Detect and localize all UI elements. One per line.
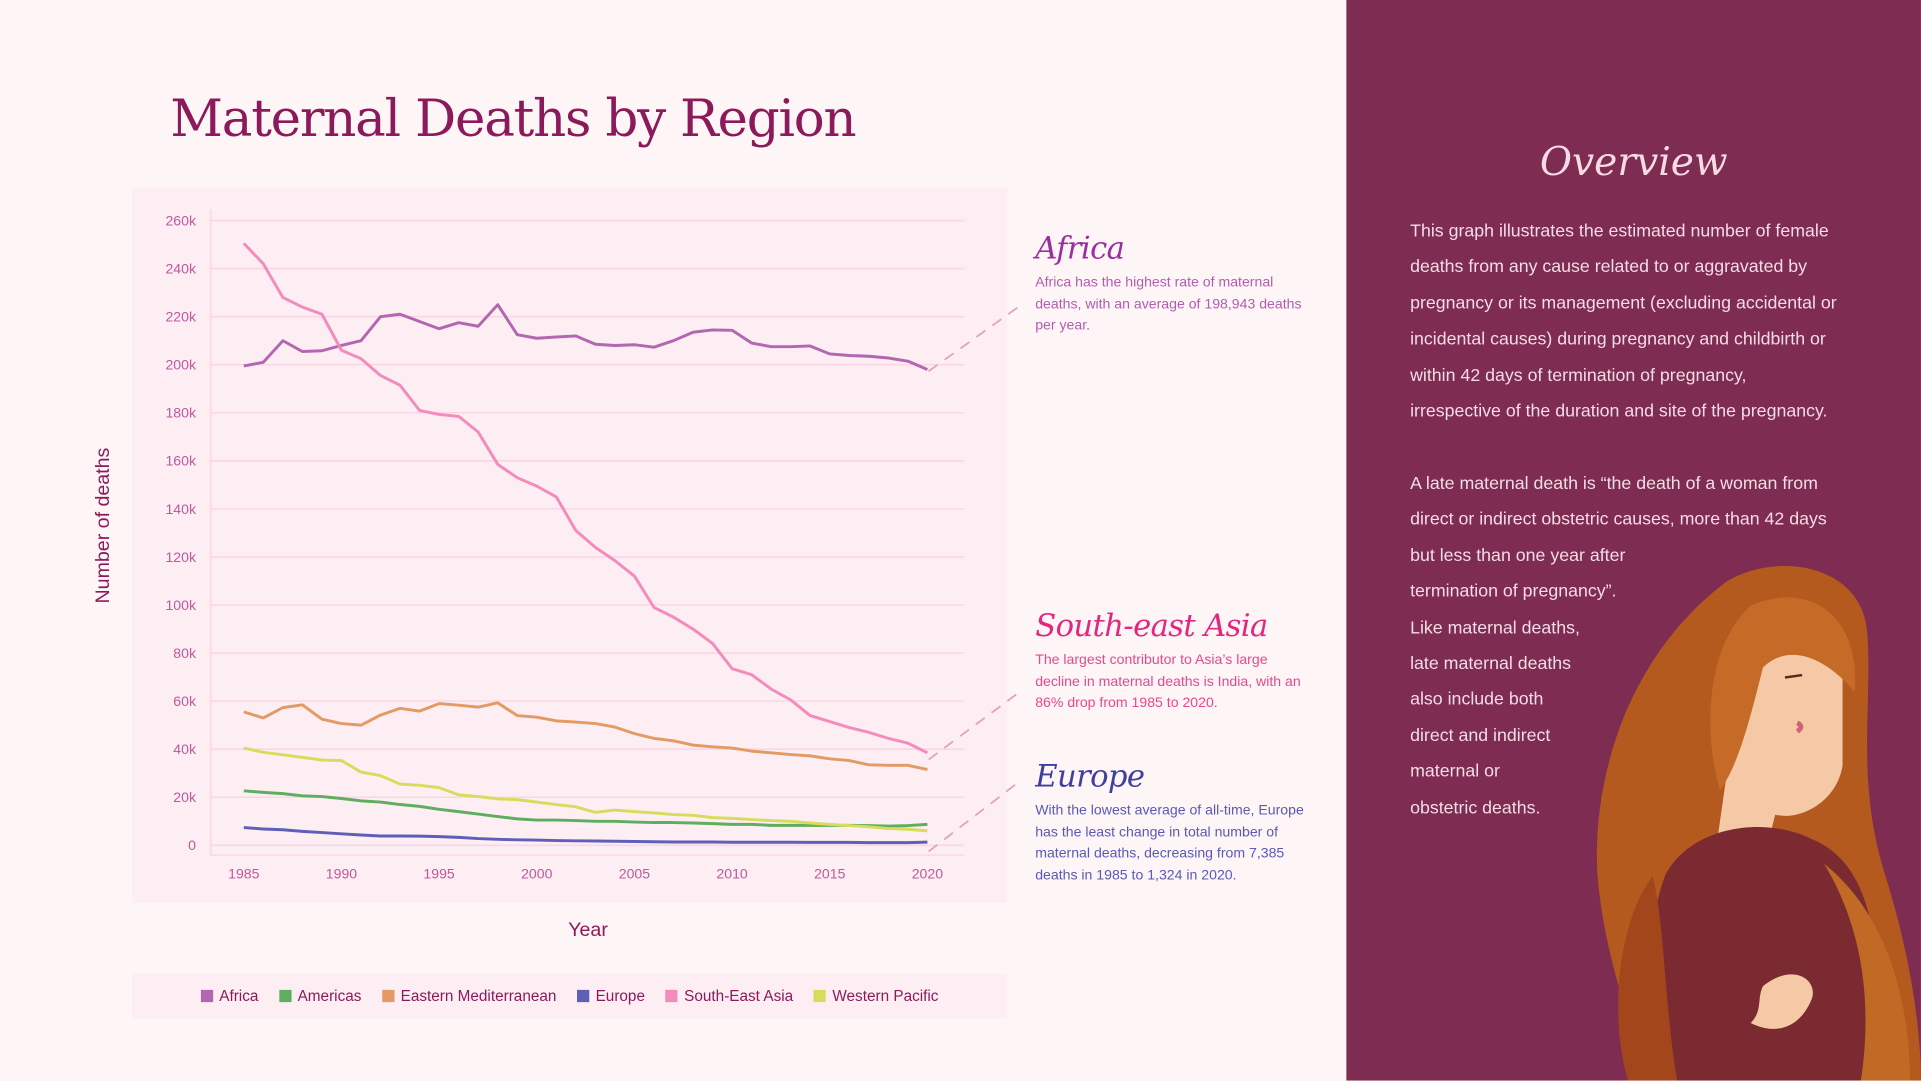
y-tick-label: 160k	[165, 453, 196, 469]
y-tick-label: 100k	[165, 597, 196, 613]
chart-legend: Africa Americas Eastern Mediterranean Europ…	[132, 973, 1008, 1019]
legend-item: Africa	[200, 987, 259, 1005]
pregnant-woman-illustration	[1596, 566, 1921, 1081]
series-line-western-pacific	[243, 746, 928, 833]
overview-heading: Overview	[1539, 138, 1728, 185]
overview-line: This graph illustrates the estimated num…	[1410, 221, 1829, 242]
overview-line: obstetric deaths.	[1410, 798, 1541, 818]
annotation-heading: South-east Asia	[1035, 607, 1268, 644]
y-tick-label: 260k	[165, 212, 196, 228]
legend-item: Americas	[279, 987, 362, 1005]
legend-swatch	[813, 989, 827, 1003]
legend-swatch	[200, 989, 214, 1003]
y-tick-label: 20k	[173, 789, 197, 805]
legend-label: Western Pacific	[832, 987, 939, 1005]
legend-swatch	[665, 989, 679, 1003]
overview-line: but less than one year after	[1410, 546, 1626, 566]
legend-item: Europe	[577, 987, 645, 1005]
annotation-text: Africa has the highest rate of maternal …	[1035, 275, 1302, 334]
europe-connector	[928, 780, 1020, 853]
overview-line: incidental causes) during pregnancy and …	[1410, 329, 1826, 350]
annotation-heading: Europe	[1035, 758, 1145, 794]
overview-paragraph-2: A late maternal death is “the death of a…	[1410, 467, 1827, 827]
annotation-text: With the lowest average of all-time, Eur…	[1035, 803, 1304, 883]
overview-line: maternal or	[1410, 762, 1500, 782]
page-title: Maternal Deaths by Region	[170, 88, 856, 149]
legend-label: Africa	[219, 987, 259, 1005]
annotation-heading: Africa	[1035, 230, 1125, 266]
y-tick-label: 60k	[173, 693, 197, 709]
annotation-africa: Africa Africa has the highest rate of ma…	[1035, 230, 1305, 337]
annotation-south-east-asia: South-east Asia The largest contributor …	[1035, 608, 1305, 715]
legend-item: Eastern Mediterranean	[382, 987, 557, 1005]
annotation-text: The largest contributor to Asia’s large …	[1035, 652, 1301, 711]
x-tick-label: 1995	[423, 865, 454, 881]
overview-line: pregnancy or its management (excluding a…	[1410, 293, 1837, 314]
x-tick-label: 2015	[814, 865, 845, 881]
y-tick-label: 0	[188, 837, 196, 853]
series-line-africa	[243, 303, 928, 371]
series-line-south-east-asia	[242, 242, 929, 755]
overview-line: Like maternal deaths,	[1410, 618, 1580, 638]
legend-label: Europe	[595, 987, 645, 1005]
x-tick-label: 2005	[619, 865, 650, 881]
series-line-americas	[243, 789, 928, 828]
y-axis-label: Number of deaths	[93, 447, 114, 604]
legend-item: Western Pacific	[813, 987, 939, 1005]
overview-line: also include both	[1410, 690, 1544, 710]
legend-label: Eastern Mediterranean	[400, 987, 557, 1005]
legend-swatch	[382, 989, 395, 1003]
overview-panel: Overview This graph illustrates the esti…	[1346, 0, 1921, 1081]
series-line-europe	[243, 826, 928, 845]
series-line-eastern-mediterranean	[243, 701, 928, 772]
overview-line: termination of pregnancy”.	[1410, 582, 1617, 602]
x-tick-label: 2020	[912, 865, 943, 881]
legend-item: South-East Asia	[665, 987, 794, 1005]
x-tick-label: 1990	[326, 865, 357, 881]
legend-swatch	[279, 989, 292, 1003]
y-tick-label: 220k	[165, 309, 196, 325]
overview-paragraph-1: This graph illustrates the estimated num…	[1410, 214, 1837, 430]
y-tick-label: 180k	[165, 405, 196, 421]
x-tick-label: 1985	[228, 865, 259, 881]
overview-line: direct and indirect	[1410, 726, 1551, 746]
y-tick-label: 140k	[165, 501, 196, 517]
y-tick-label: 40k	[173, 741, 197, 757]
legend-label: South-East Asia	[684, 987, 794, 1005]
chart-panel	[132, 187, 1008, 903]
legend-label: Americas	[297, 987, 362, 1005]
overview-line: within 42 days of termination of pregnan…	[1410, 365, 1747, 386]
overview-line: direct or indirect obstetric causes, mor…	[1410, 510, 1827, 530]
y-tick-label: 240k	[165, 260, 196, 276]
sea-connector	[928, 691, 1020, 761]
annotation-connectors	[928, 305, 1020, 853]
overview-line: deaths from any cause related to or aggr…	[1410, 257, 1808, 278]
y-tick-label: 120k	[165, 549, 196, 565]
overview-line: late maternal deaths	[1410, 654, 1572, 674]
annotation-europe: Europe With the lowest average of all-ti…	[1035, 758, 1305, 887]
africa-connector	[928, 305, 1020, 372]
y-tick-label: 80k	[173, 645, 197, 661]
x-axis-label: Year	[568, 920, 608, 941]
y-tick-label: 200k	[165, 357, 196, 373]
overview-line: A late maternal death is “the death of a…	[1410, 474, 1818, 494]
overview-line: irrespective of the duration and site of…	[1410, 401, 1828, 422]
x-tick-label: 2010	[716, 865, 747, 881]
line-chart: 0 20k 40k 60k 80k 100k 120k 140k 160k 180k 200k 220…	[165, 209, 965, 881]
legend-swatch	[577, 989, 590, 1003]
x-tick-label: 2000	[521, 865, 552, 881]
